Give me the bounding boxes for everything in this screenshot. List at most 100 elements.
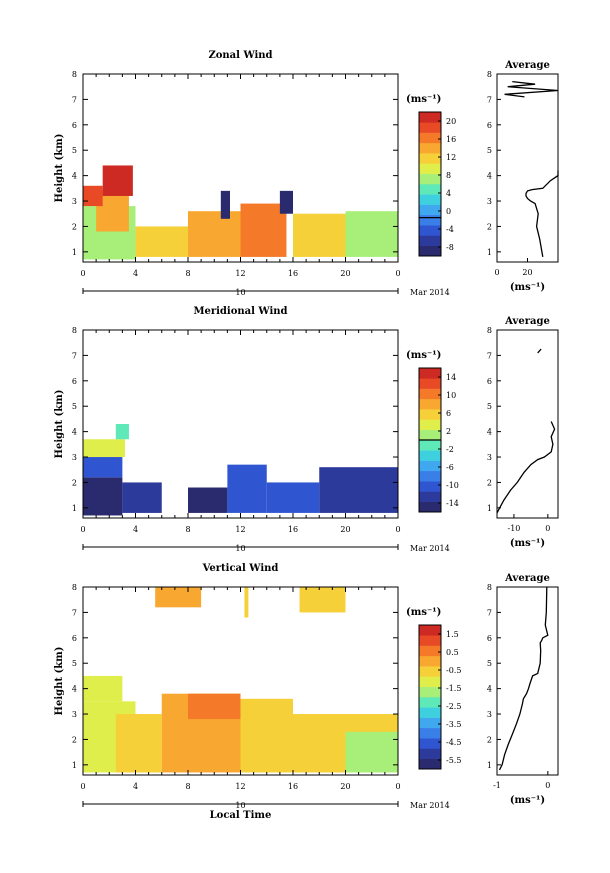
x-tick-label: 4 [133,269,138,278]
profile-x-label: (ms⁻¹) [510,282,545,293]
profile-x-tick-label: 0 [545,781,550,790]
colorbar-segment [419,758,441,770]
profile-y-tick-label: 2 [487,478,492,487]
colorbar-segment [419,635,441,646]
y-tick-label: 4 [72,685,77,694]
colorbar-segment [419,717,441,729]
colorbar-tick-label: 0 [446,207,451,216]
heatmap-cell [83,675,123,702]
profile-y-tick-label: 7 [487,608,492,617]
colorbar-tick-label: -2 [446,445,454,454]
y-tick-label: 6 [72,377,77,386]
colorbar-tick-label: -2.5 [446,702,461,711]
y-tick-label: 3 [72,710,77,719]
heatmap-cell [83,185,103,207]
x-tick-label: 20 [340,269,350,278]
heatmap-cell [115,714,162,773]
profile-y-tick-label: 3 [487,453,492,462]
colorbar-tick-label: -14 [446,499,459,508]
y-tick-label: 4 [72,428,77,437]
colorbar-segment [419,501,441,513]
x-tick-label: 20 [340,525,350,534]
y-tick-label: 2 [72,222,77,231]
colorbar-segment [419,368,441,379]
heatmap-cell [188,693,241,720]
colorbar-segment [419,388,441,400]
colorbar-tick-label: 16 [446,135,456,144]
y-tick-label: 5 [72,402,77,411]
profile-line [504,80,559,258]
profile-frame [496,329,559,519]
y-tick-label: 8 [72,70,77,79]
profile-y-tick-label: 6 [487,121,492,130]
heatmap-cell [345,211,398,257]
colorbar-segment [419,727,441,739]
profile-y-tick-label: 2 [487,222,492,231]
x-tick-label: 0 [80,782,85,791]
colorbar-segment [419,194,441,205]
heatmap-cell [155,587,202,608]
colorbar-unit: (ms⁻¹) [406,94,441,105]
colorbar-segment [419,204,441,216]
profile-y-tick-label: 5 [487,659,492,668]
colorbar-segment [419,707,441,718]
y-tick-label: 2 [72,735,77,744]
profile-x-label: (ms⁻¹) [510,538,545,549]
colorbar-tick-label: -4 [446,225,454,234]
x-tick-label: 8 [185,269,190,278]
colorbar-segment [419,748,441,760]
panel-title: Zonal Wind [208,50,272,61]
profile-y-tick-label: 4 [487,685,492,694]
colorbar-segment [419,470,441,482]
y-tick-label: 6 [72,121,77,130]
x-axis-label: Local Time [210,810,272,821]
colorbar-segment [419,481,441,492]
colorbar-segment [419,112,441,123]
heatmap-cell [319,467,398,513]
x-tick-label: 0 [395,782,400,791]
x-tick-label: 0 [395,525,400,534]
colorbar-segment [419,153,441,164]
colorbar-tick-label: -0.5 [446,666,461,675]
date-label: Mar 2014 [410,288,450,297]
profile-y-tick-label: 8 [487,70,492,79]
colorbar-tick-label: 6 [446,409,451,418]
y-tick-label: 1 [72,504,77,513]
colorbar-segment [419,460,441,472]
profile-frame [496,586,559,776]
profile-y-tick-label: 5 [487,146,492,155]
heatmap-cell [102,165,133,196]
colorbar-segment [419,676,441,688]
colorbar-segment [419,398,441,410]
panel-title: Meridional Wind [193,306,287,317]
colorbar-segment [419,214,441,226]
y-tick-label: 1 [72,761,77,770]
y-tick-label: 6 [72,634,77,643]
profile-y-tick-label: 2 [487,735,492,744]
colorbar-tick-label: -3.5 [446,720,461,729]
profile-y-tick-label: 7 [487,95,492,104]
colorbar-segment [419,655,441,667]
x-tick-label: 12 [235,269,245,278]
date-label: Mar 2014 [410,801,450,810]
colorbar-segment [419,122,441,133]
heatmap-cell [188,211,241,257]
x-tick-label: 0 [395,269,400,278]
colorbar-segment [419,142,441,154]
colorbar-tick-label: 14 [446,373,456,382]
y-tick-label: 5 [72,659,77,668]
colorbar-tick-label: 10 [446,391,456,400]
y-tick-label: 4 [72,172,77,181]
x-tick-label: 8 [185,782,190,791]
colorbar-segment [419,378,441,389]
colorbar-tick-label: 12 [446,153,456,162]
colorbar-segment [419,450,441,461]
x-tick-label: 16 [288,525,298,534]
profile-y-tick-label: 1 [487,504,492,513]
colorbar-tick-label: -6 [446,463,454,472]
colorbar-segment [419,225,441,236]
y-tick-label: 1 [72,248,77,257]
colorbar-tick-label: 20 [446,117,456,126]
x-tick-label: 4 [133,782,138,791]
profile-line [496,348,556,514]
